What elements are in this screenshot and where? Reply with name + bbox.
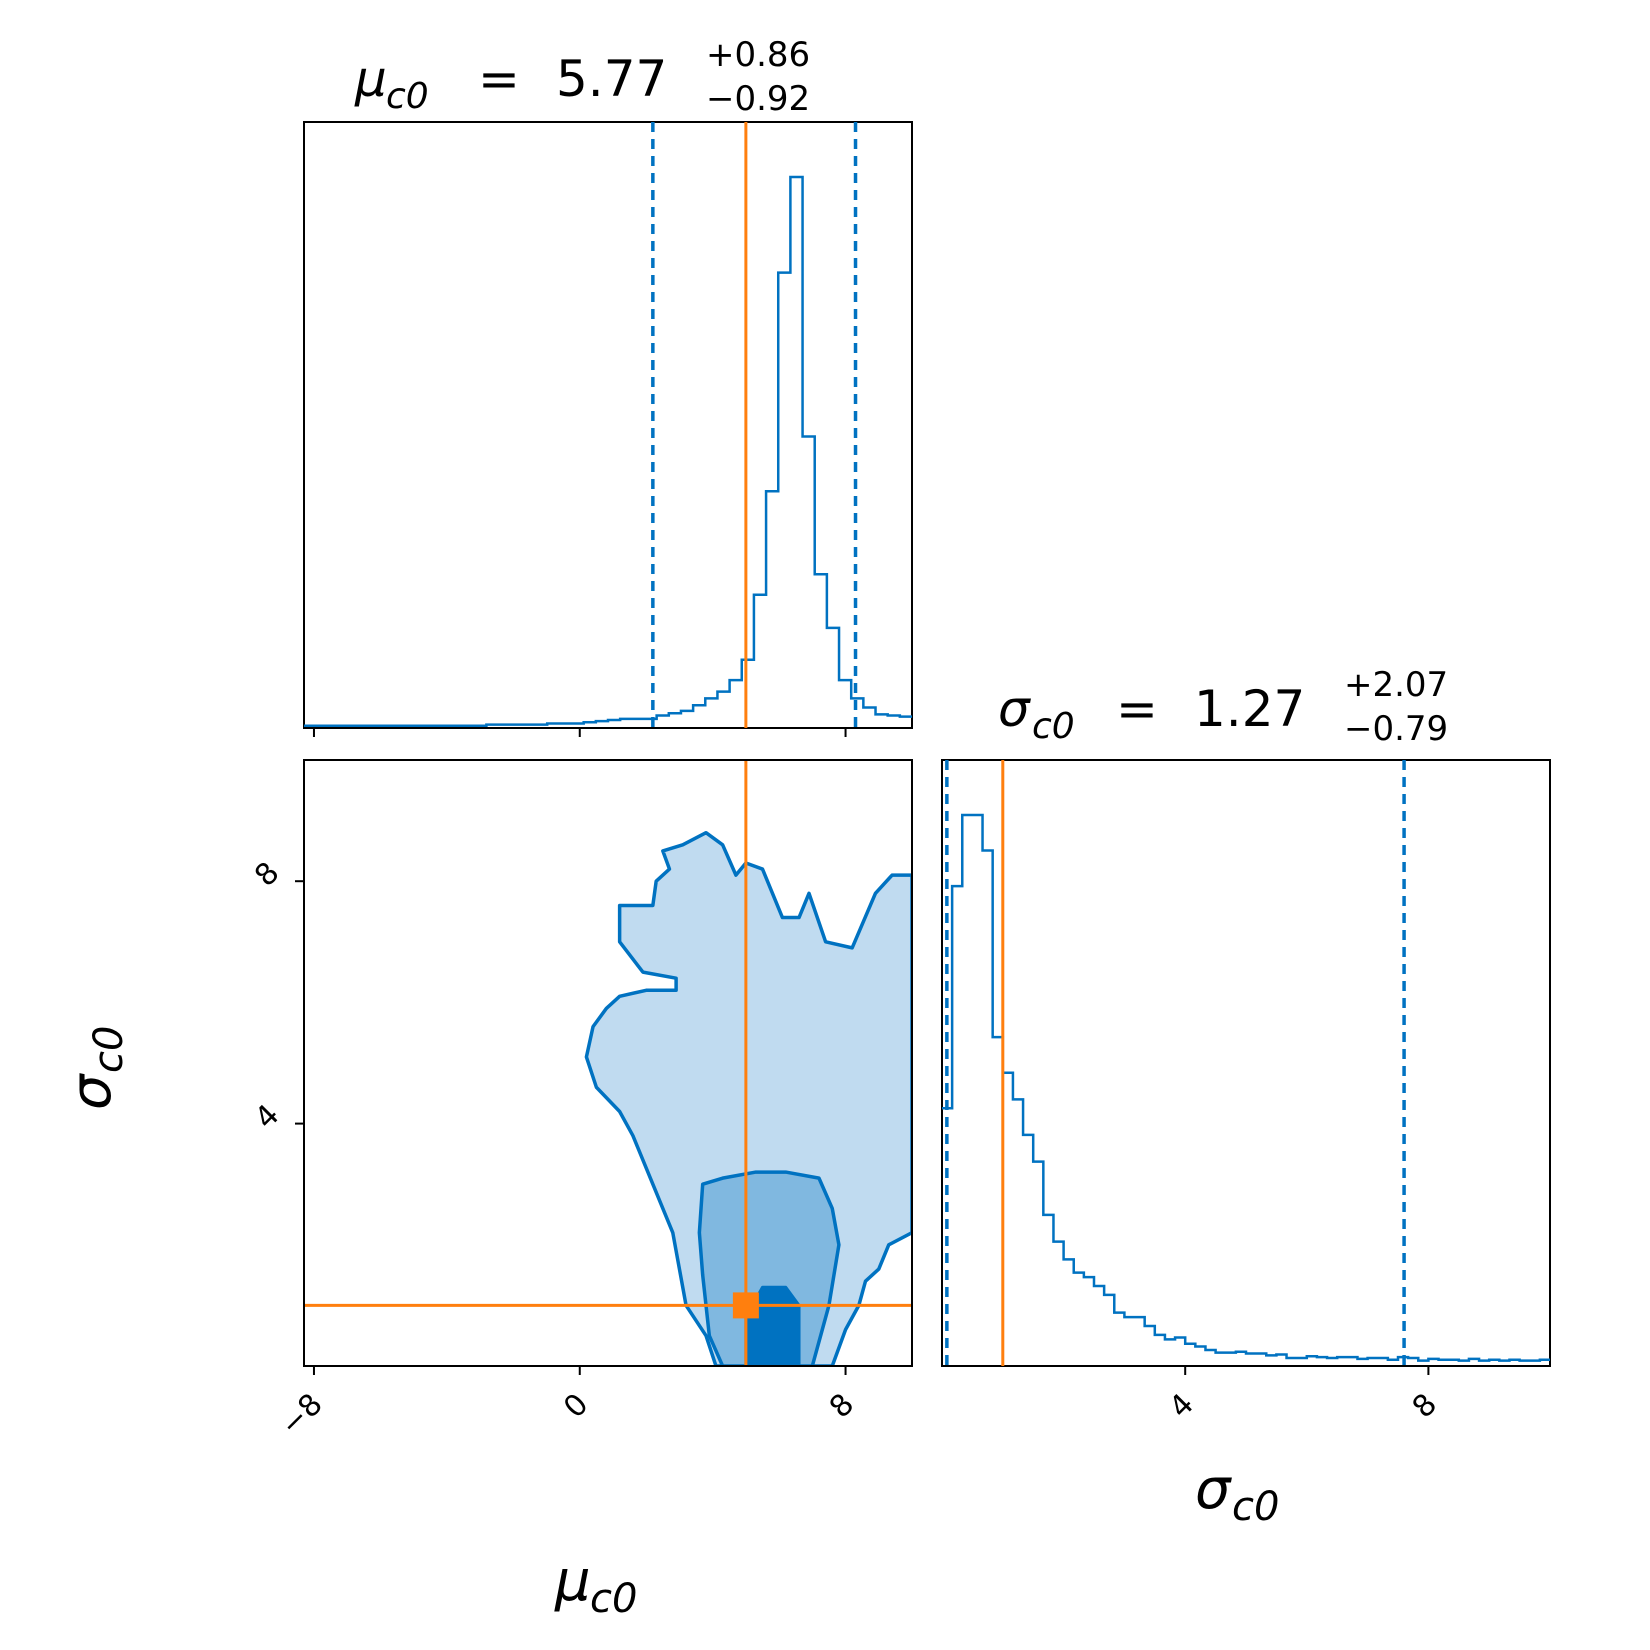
title-mu-equals: = <box>478 50 520 108</box>
title-sigma-upper: +2.07 <box>1344 665 1448 705</box>
title-mu-median: 5.77 <box>556 50 667 108</box>
title-mu-subscript: c0 <box>386 76 429 117</box>
title-mu-c0: μ c0 = 5.77 +0.86 −0.92 <box>354 35 810 119</box>
xtick-label-mu-0: −8 <box>274 1387 330 1443</box>
hist-frame-sigma <box>941 759 1551 1367</box>
xtick-label-sigma-0: 4 <box>1163 1387 1201 1425</box>
xlabel-mu-subscript: c0 <box>590 1576 637 1622</box>
xlabel-mu-c0: μ c0 <box>554 1549 637 1622</box>
title-sigma-lower: −0.79 <box>1344 709 1448 749</box>
title-sigma-subscript: c0 <box>1032 706 1075 747</box>
ylabel-sigma-subscript: c0 <box>86 1026 132 1073</box>
title-mu-upper: +0.86 <box>706 35 810 75</box>
ytick-label-sigma-0: 4 <box>248 1098 286 1136</box>
title-sigma-c0: σ c0 = 1.27 +2.07 −0.79 <box>998 665 1448 749</box>
xtick-label-mu-1: 0 <box>557 1387 595 1425</box>
ylabel-sigma-c0: σ c0 <box>59 1026 132 1110</box>
ytick-label-sigma-1: 8 <box>248 855 286 893</box>
ylabel-sigma-symbol: σ <box>59 1073 124 1110</box>
histogram-mu-c0 <box>303 121 913 737</box>
xlabel-sigma-symbol: σ <box>1195 1457 1232 1522</box>
xtick-label-sigma-1: 8 <box>1406 1387 1444 1425</box>
xlabel-sigma-subscript: c0 <box>1232 1484 1279 1530</box>
xlabel-sigma-c0: σ c0 <box>1195 1457 1279 1530</box>
joint-frame <box>303 759 913 1367</box>
truth-marker <box>732 1292 759 1319</box>
hist-step-mu <box>304 175 912 727</box>
hist-frame-mu <box>303 121 913 729</box>
hist-step-sigma <box>942 813 1550 1362</box>
joint-plot-area <box>304 760 912 1366</box>
title-sigma-symbol: σ <box>998 680 1031 738</box>
title-mu-lower: −0.92 <box>706 79 810 119</box>
title-mu-symbol: μ <box>354 50 387 108</box>
title-sigma-median: 1.27 <box>1194 680 1305 738</box>
xtick-label-mu-2: 8 <box>823 1387 861 1425</box>
title-sigma-equals: = <box>1116 680 1158 738</box>
xlabel-mu-symbol: μ <box>554 1549 591 1614</box>
joint-contour-mu-sigma: −8 0 8 4 8 <box>248 759 913 1443</box>
